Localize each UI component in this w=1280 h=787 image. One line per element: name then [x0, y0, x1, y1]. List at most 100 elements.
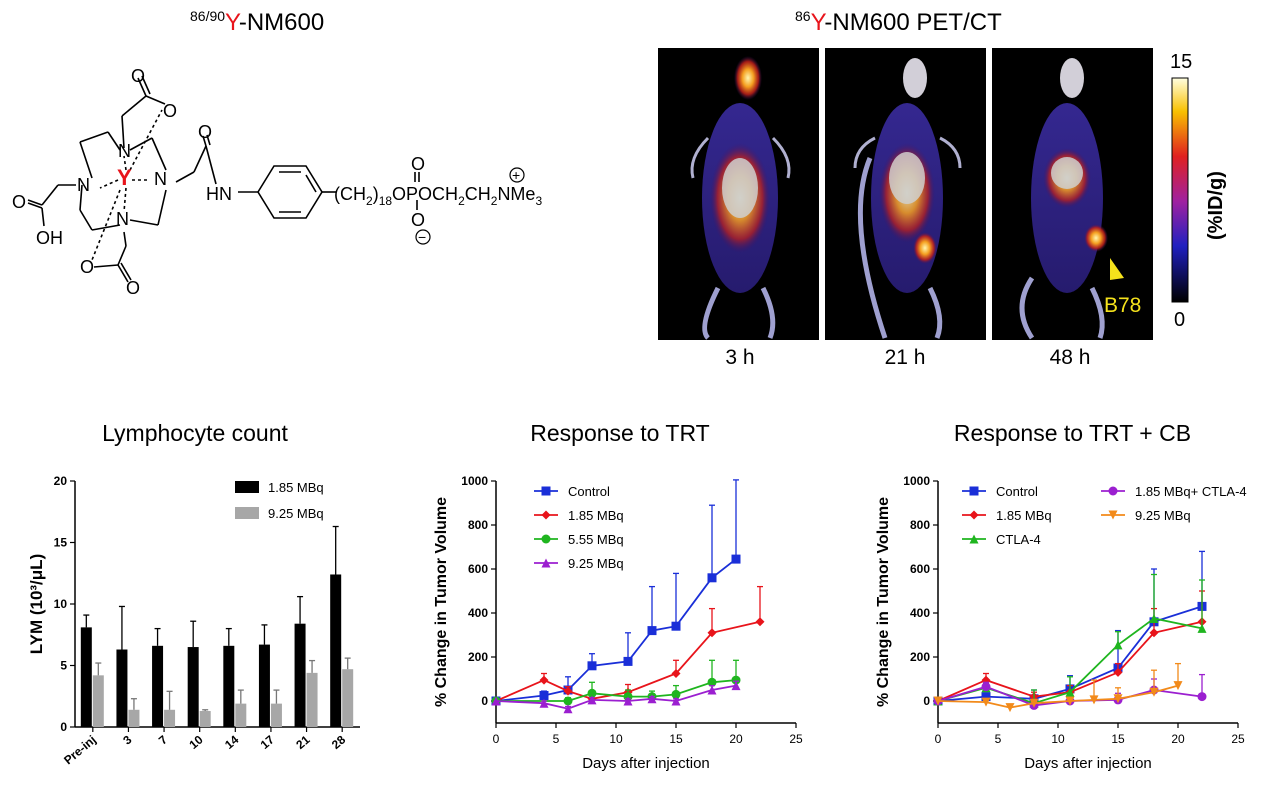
x-tick-label: 5	[553, 732, 560, 746]
data-point	[755, 617, 765, 627]
legend-label: 1.85 MBq	[568, 508, 624, 523]
data-point	[981, 692, 991, 702]
colorbar: 15 0 (%ID/g)	[1170, 51, 1227, 331]
legend-label: 5.55 MBq	[568, 532, 624, 547]
o-atom-left: O	[12, 192, 26, 212]
data-point	[671, 669, 681, 678]
x-tick-label: 10	[186, 732, 205, 752]
data-point	[623, 696, 633, 706]
x-axis-label: Days after injection	[1024, 755, 1152, 772]
legend-label: 9.25 MBq	[1135, 508, 1191, 523]
structure-title-isotope: 86/90	[190, 8, 226, 24]
y-tick-label: 1000	[461, 474, 488, 488]
data-point	[587, 661, 597, 671]
legend-label: 1.85 MBq	[996, 508, 1052, 523]
y-tick-label: 20	[54, 474, 68, 488]
x-tick-label: 15	[1111, 732, 1125, 746]
x-tick-label: 25	[789, 732, 803, 746]
negative-charge: −	[418, 229, 426, 245]
colorbar-label: (%ID/g)	[1205, 171, 1227, 240]
structure-title: 86/90Y-NM600	[190, 8, 324, 37]
data-point	[1065, 696, 1075, 706]
y-tick-label: 1000	[903, 474, 930, 488]
o-atom-bottom-carbonyl: O	[126, 278, 140, 298]
pet-title: 86Y-NM600 PET/CT	[795, 8, 1002, 37]
chain-sub: 3	[535, 194, 542, 208]
pet-image-21h	[825, 48, 986, 340]
bar-1.85-MBq	[223, 645, 235, 727]
data-point	[707, 573, 717, 583]
data-point	[623, 656, 633, 666]
structure-title-rest: -NM600	[238, 9, 325, 36]
structure-title-element: Y	[225, 9, 239, 36]
data-point	[1149, 687, 1159, 697]
series-line-5-55-MBq	[496, 679, 737, 702]
data-point	[707, 685, 717, 695]
data-point	[491, 696, 501, 706]
x-tick-label: 17	[258, 732, 277, 752]
data-point	[933, 696, 943, 706]
chart-title-trt-cb: Response to TRT + CB	[953, 420, 1192, 446]
legend-label: Control	[568, 484, 610, 499]
data-point	[731, 554, 741, 564]
colorbar-min: 0	[1174, 309, 1185, 331]
legend-swatch	[235, 481, 259, 493]
chain-sub-18: 18	[379, 194, 393, 208]
bar-9.25-MBq	[128, 709, 140, 727]
o-atom-top: O	[131, 66, 145, 86]
bar-9.25-MBq	[306, 672, 318, 727]
chart-title-trt: Response to TRT	[530, 420, 710, 446]
x-axis-label: Days after injection	[582, 755, 710, 772]
pet-title-element: Y	[810, 9, 825, 36]
colorbar-max: 15	[1170, 51, 1192, 73]
pet-image-3h	[658, 48, 819, 340]
data-point	[981, 697, 991, 707]
o-atom-amide: O	[198, 122, 212, 142]
bar-1.85-MBq	[258, 644, 270, 727]
pet-title-isotope: 86	[795, 8, 811, 24]
data-point	[969, 534, 979, 544]
y-tick-label: 15	[54, 536, 68, 550]
bar-1.85-MBq	[294, 623, 306, 727]
data-point	[1108, 486, 1118, 496]
data-point	[587, 695, 597, 705]
bar-1.85-MBq	[187, 647, 199, 727]
data-point	[1173, 681, 1183, 691]
data-point	[969, 510, 979, 520]
x-tick-label: 3	[120, 732, 134, 747]
bar-1.85-MBq	[80, 627, 92, 727]
y-tick-label: 0	[923, 694, 930, 708]
chain-nme: NMe	[497, 184, 535, 204]
x-tick-label: 0	[935, 732, 942, 746]
data-point	[541, 510, 551, 520]
data-point	[1197, 692, 1207, 702]
data-point	[731, 675, 741, 685]
bar-9.25-MBq	[270, 703, 282, 727]
data-point	[1113, 640, 1123, 650]
data-point	[707, 677, 717, 687]
data-point	[539, 675, 549, 685]
legend-swatch	[235, 507, 259, 519]
y-tick-label: 400	[910, 606, 930, 620]
x-tick-label: 21	[293, 732, 312, 752]
data-point	[969, 486, 979, 496]
data-point	[671, 689, 681, 699]
y-tick-label: 600	[468, 562, 488, 576]
data-point	[539, 698, 549, 708]
pet-image-48h: B78	[992, 48, 1153, 340]
data-point	[1149, 628, 1159, 638]
legend-label: 1.85 MBq+ CTLA-4	[1135, 484, 1247, 499]
y-tick-label: 200	[910, 650, 930, 664]
n-atom-left: N	[77, 175, 90, 195]
chart-title-lymphocyte: Lymphocyte count	[102, 420, 288, 446]
y-tick-label: 600	[910, 562, 930, 576]
data-point	[707, 628, 717, 638]
x-tick-label: 5	[995, 732, 1002, 746]
bar-1.85-MBq	[330, 574, 342, 727]
hn-group: HN	[206, 184, 232, 204]
colorbar-gradient	[1171, 77, 1189, 303]
chain-formula: (CH2)18OPOCH2CH2NMe3	[334, 184, 542, 208]
y-tick-label: 200	[468, 650, 488, 664]
x-tick-label: 10	[609, 732, 623, 746]
data-point	[1089, 695, 1099, 705]
